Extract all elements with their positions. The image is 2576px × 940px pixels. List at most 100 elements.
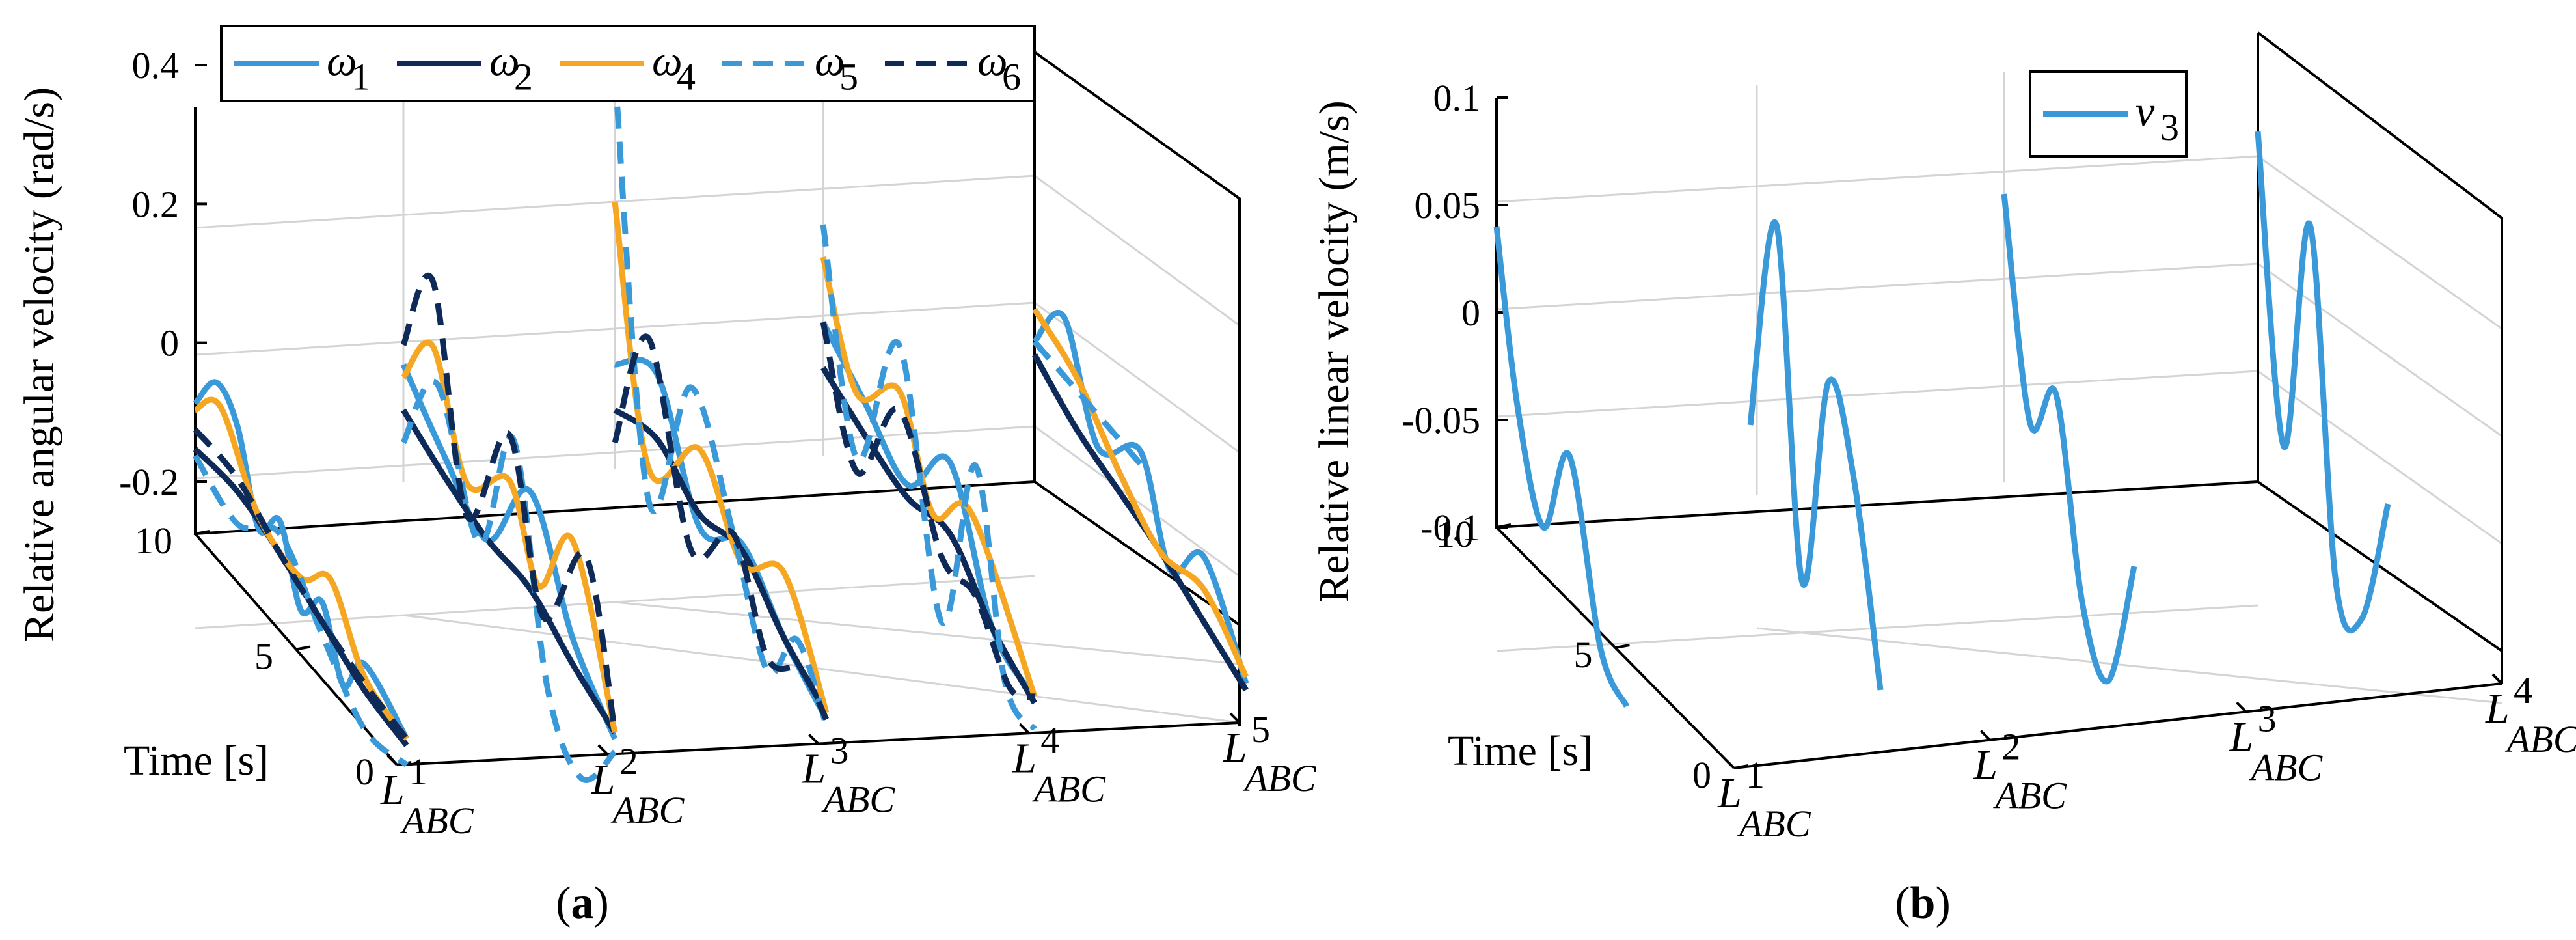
x-tick-mark [808, 734, 819, 745]
svg-text:L: L [380, 766, 405, 814]
x-tick-label: L 3 ABC [2229, 697, 2324, 788]
x-tick-mark [1018, 723, 1030, 734]
svg-text:ω: ω [489, 38, 520, 85]
y-tick-mark [195, 530, 210, 535]
y-tick-mark [295, 645, 311, 651]
svg-text:ABC: ABC [821, 779, 896, 821]
svg-text:L: L [1973, 741, 1998, 789]
series-line-v3 [1747, 219, 1884, 691]
svg-text:3: 3 [830, 730, 849, 772]
series-line-ω2 [613, 408, 829, 715]
series-line-ω1 [400, 363, 618, 740]
series-line-v3 [2255, 131, 2391, 633]
series-line-ω5 [193, 454, 409, 767]
panel-b-series [1493, 131, 2391, 708]
series-line-ω6 [400, 272, 618, 733]
svg-text:1: 1 [409, 751, 427, 793]
svg-text:1: 1 [351, 56, 370, 98]
series-line-v3 [2001, 193, 2137, 685]
panel-a-zlabel: Relative angular velocity (rad/s) [16, 87, 63, 642]
svg-text:4: 4 [1040, 719, 1059, 761]
z-tick-label: 0.4 [132, 44, 180, 87]
svg-text:2: 2 [514, 56, 533, 98]
svg-text:ABC: ABC [2249, 746, 2324, 788]
x-tick-label: L 4 ABC [1012, 719, 1106, 810]
svg-text:ABC: ABC [1031, 767, 1106, 810]
svg-text:ABC: ABC [1992, 775, 2067, 817]
x-tick-mark [386, 754, 398, 766]
panel-b-y-ticks: 10 5 0 [1436, 513, 1711, 796]
x-tick-label: L 5 ABC [1223, 708, 1317, 799]
series-line-v3 [1493, 226, 1630, 708]
z-tick-label: -0.1 [1420, 506, 1480, 549]
series-ω6 [193, 272, 1036, 741]
x-tick-mark [2236, 701, 2247, 713]
z-tick-label: 0.2 [132, 183, 180, 225]
svg-text:3: 3 [2160, 106, 2179, 148]
series-v3 [1493, 131, 2391, 708]
svg-text:5: 5 [1251, 708, 1270, 751]
series-line-ω4 [1032, 307, 1249, 678]
z-tick-label: -0.2 [119, 461, 179, 503]
y-tick-label: 10 [1436, 513, 1474, 555]
svg-text:ABC: ABC [1737, 803, 1811, 845]
series-line-ω1 [1032, 310, 1249, 685]
panel-b-tick-marks [1496, 96, 2503, 769]
panel-a-z-ticks: 0.4 0.2 0 -0.2 [119, 44, 179, 503]
svg-text:ABC: ABC [2504, 718, 2576, 760]
panel-a-ylabel: Time [s] [124, 737, 269, 784]
x-tick-label: L 1 ABC [1717, 754, 1811, 845]
svg-text:v: v [2135, 88, 2155, 135]
x-tick-label: L 1 ABC [380, 751, 474, 842]
svg-text:L: L [2485, 685, 2510, 732]
y-tick-mark [1496, 523, 1512, 529]
y-tick-label: 0 [1692, 754, 1711, 796]
panel-a-tick-marks [195, 64, 1241, 766]
panel-b-z-ticks: 0.1 0.05 0 -0.05 -0.1 [1402, 77, 1480, 549]
legend-label: ω4 [652, 38, 696, 98]
svg-text:5: 5 [839, 56, 858, 98]
svg-text:ABC: ABC [1242, 757, 1317, 799]
x-tick-mark [1724, 758, 1735, 769]
series-line-ω5 [820, 224, 1037, 731]
series-line-ω5 [612, 71, 830, 727]
x-tick-label: L 2 ABC [1973, 726, 2067, 817]
z-tick-label: 0 [1461, 292, 1480, 334]
series-line-ω5 [1032, 340, 1143, 466]
y-tick-label: 5 [1574, 633, 1593, 676]
svg-text:1: 1 [1746, 754, 1765, 796]
z-tick-label: 0 [160, 322, 179, 365]
svg-text:ω: ω [327, 38, 357, 85]
legend-label: ω1 [327, 38, 370, 98]
svg-text:3: 3 [2258, 697, 2277, 740]
series-line-ω2 [401, 408, 617, 734]
svg-text:6: 6 [1002, 56, 1021, 98]
legend-label: ω6 [977, 38, 1021, 98]
series-line-ω6 [193, 428, 409, 741]
x-tick-label: L 2 ABC [591, 740, 685, 831]
panel-b-ylabel: Time [s] [1448, 727, 1593, 775]
svg-text:ABC: ABC [400, 799, 474, 842]
x-tick-mark [1229, 712, 1241, 724]
x-tick-label: L 3 ABC [802, 730, 896, 821]
series-line-ω4 [820, 256, 1038, 698]
svg-text:2: 2 [2001, 726, 2020, 768]
svg-text:L: L [591, 756, 616, 803]
y-tick-mark [1733, 764, 1749, 769]
svg-text:ω: ω [815, 38, 845, 85]
x-tick-label: L 4 ABC [2485, 669, 2576, 760]
panel-a-series [193, 71, 1249, 783]
series-line-ω4 [612, 201, 830, 714]
legend-label: ω2 [489, 38, 533, 98]
svg-text:L: L [1012, 734, 1037, 782]
svg-text:L: L [1223, 724, 1247, 771]
series-ω4 [193, 201, 1249, 741]
panel-a-axes [194, 51, 1241, 766]
x-tick-mark [2491, 673, 2503, 685]
series-line-ω6 [612, 333, 830, 721]
